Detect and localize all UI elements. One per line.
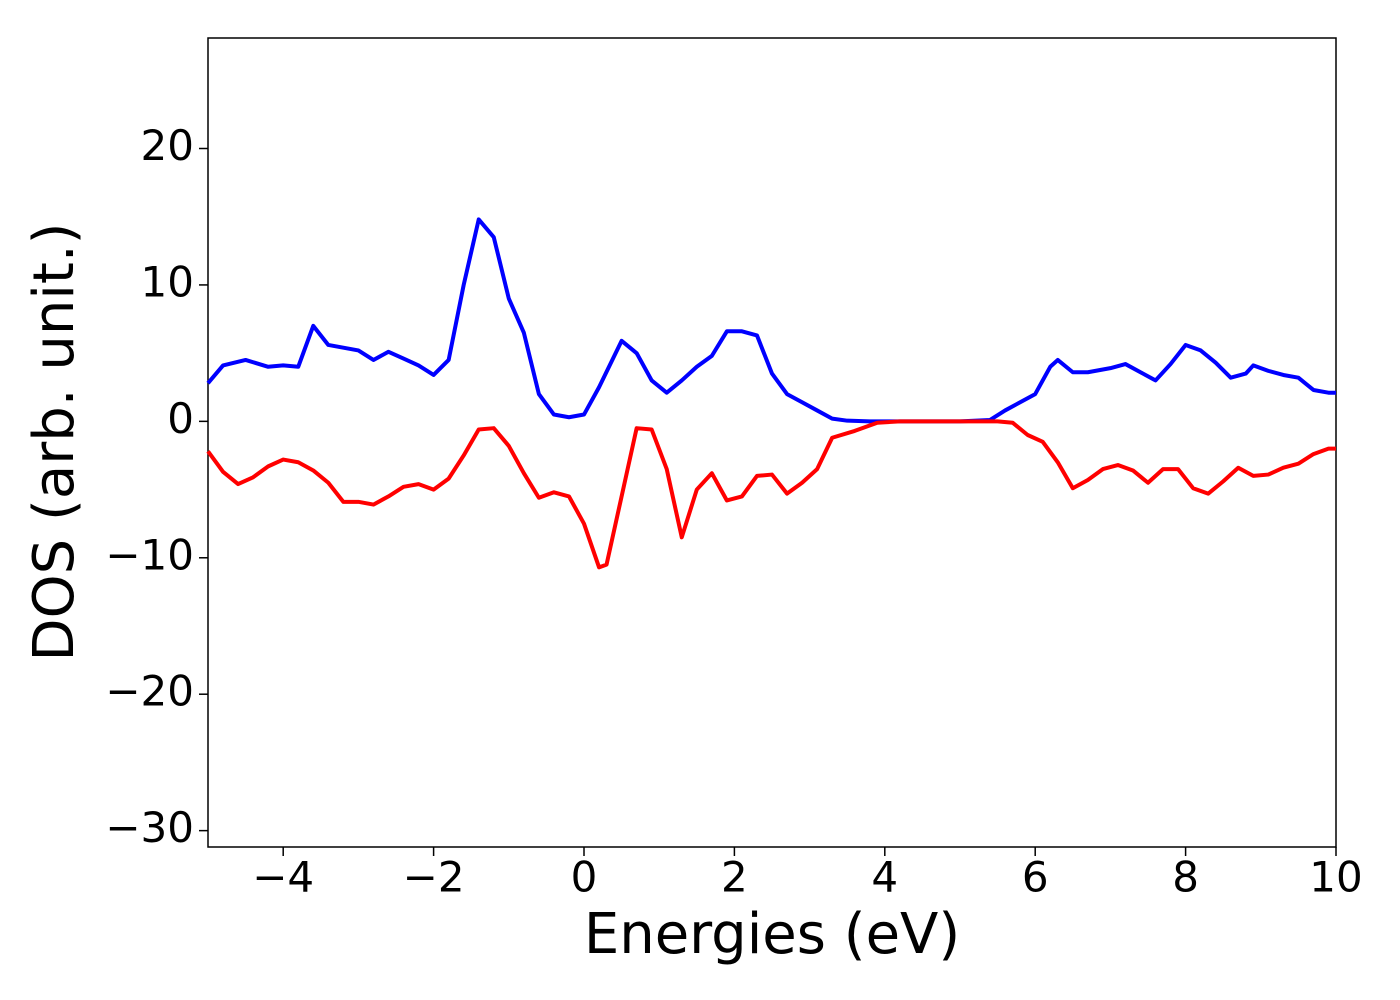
y-tick-label: 20 <box>141 121 194 170</box>
y-tick-label: 10 <box>141 257 194 306</box>
y-tick-label: −10 <box>105 530 194 579</box>
plot-frame <box>207 37 1337 848</box>
y-axis-label: DOS (arb. unit.) <box>22 222 87 661</box>
x-tick-label: 10 <box>1309 853 1362 902</box>
x-axis-label: Energies (eV) <box>584 902 960 967</box>
x-tick-label: 8 <box>1172 853 1199 902</box>
y-tick-label: −30 <box>105 803 194 852</box>
y-tick-label: −20 <box>105 667 194 716</box>
x-tick-label: 4 <box>871 853 898 902</box>
x-tick-label: −2 <box>403 853 465 902</box>
x-tick-label: 6 <box>1022 853 1049 902</box>
x-tick-label: 0 <box>571 853 598 902</box>
data-line <box>206 419 1336 570</box>
y-tick-label: 0 <box>167 394 194 443</box>
x-tick-label: 2 <box>721 853 748 902</box>
data-line <box>206 217 1336 424</box>
x-tick-label: −4 <box>252 853 314 902</box>
